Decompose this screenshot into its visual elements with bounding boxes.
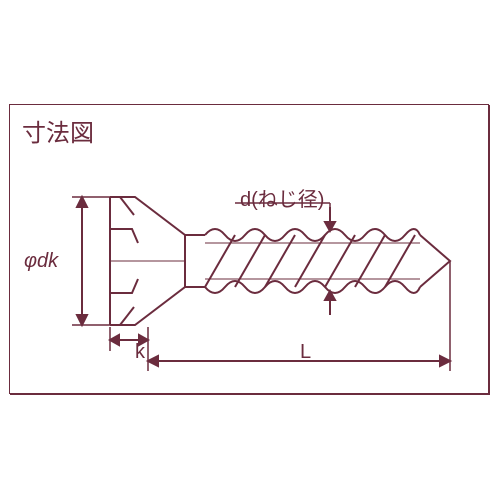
label-phi-dk: φdk (24, 250, 58, 273)
screw-diagram: φdk d(ねじ径) k L (20, 145, 480, 385)
screw-svg (20, 145, 480, 385)
label-head-thickness: k (135, 341, 145, 364)
label-thread-diameter: d(ねじ径) (240, 183, 324, 212)
dimension-diagram-frame: 寸法図 (10, 105, 490, 395)
diagram-title: 寸法図 (22, 113, 94, 148)
label-length: L (300, 341, 311, 364)
